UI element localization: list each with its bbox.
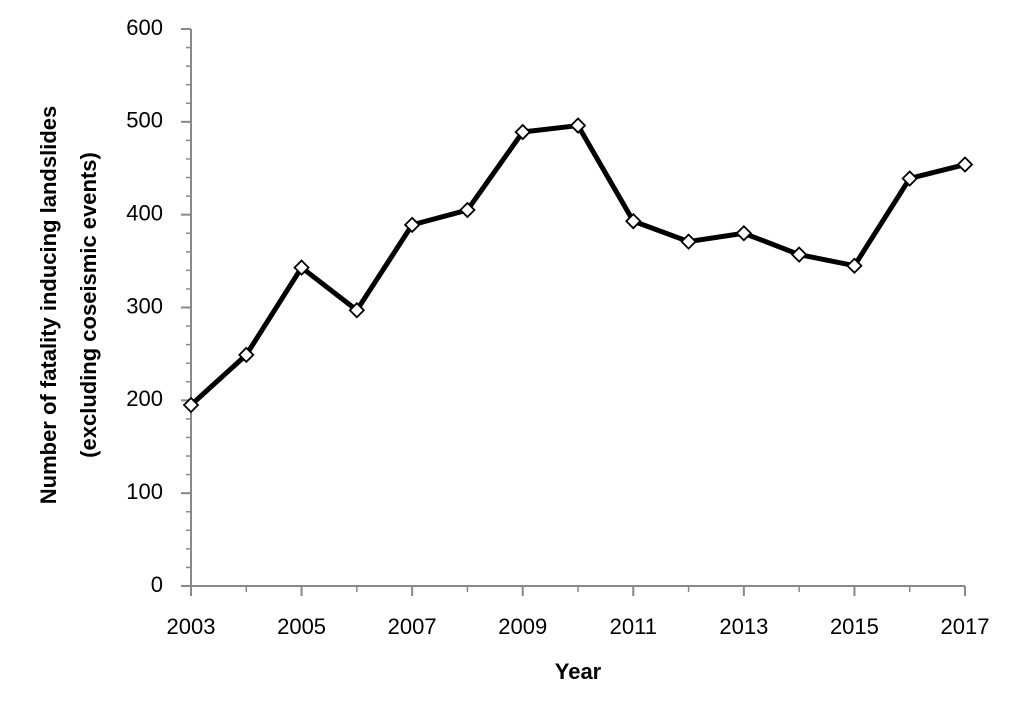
- data-marker: [735, 224, 753, 242]
- y-tick-label: 400: [126, 200, 163, 225]
- data-marker: [514, 123, 531, 141]
- data-marker: [403, 216, 421, 234]
- x-tick-label: 2007: [388, 614, 437, 639]
- y-tick-label: 0: [151, 572, 163, 597]
- x-tick-label: 2003: [167, 614, 216, 639]
- y-tick-label: 500: [126, 108, 163, 133]
- data-marker: [956, 156, 974, 173]
- x-tick-label: 2005: [277, 614, 326, 639]
- y-tick-label: 600: [126, 15, 163, 40]
- x-tick-label: 2013: [719, 614, 768, 639]
- data-marker: [348, 302, 366, 319]
- data-marker: [182, 396, 200, 414]
- data-marker: [901, 170, 918, 187]
- x-tick-label: 2015: [830, 614, 879, 639]
- y-tick-label: 300: [126, 293, 163, 318]
- data-marker: [238, 346, 255, 364]
- x-tick-label: 2017: [941, 614, 990, 639]
- x-axis-label: Year: [555, 659, 602, 684]
- data-marker: [293, 259, 310, 276]
- y-axis-label: Number of fatality inducing landslides: [36, 106, 61, 505]
- x-tick-label: 2011: [610, 614, 657, 639]
- y-axis-label: (excluding coseismic events): [76, 152, 101, 458]
- data-marker: [846, 257, 863, 274]
- data-marker: [569, 117, 587, 134]
- x-tick-label: 2009: [498, 614, 547, 639]
- y-tick-label: 100: [126, 479, 163, 504]
- data-marker: [625, 212, 642, 230]
- y-tick-label: 200: [126, 386, 163, 411]
- data-marker: [459, 201, 476, 219]
- data-marker: [680, 233, 697, 250]
- data-marker: [790, 246, 808, 263]
